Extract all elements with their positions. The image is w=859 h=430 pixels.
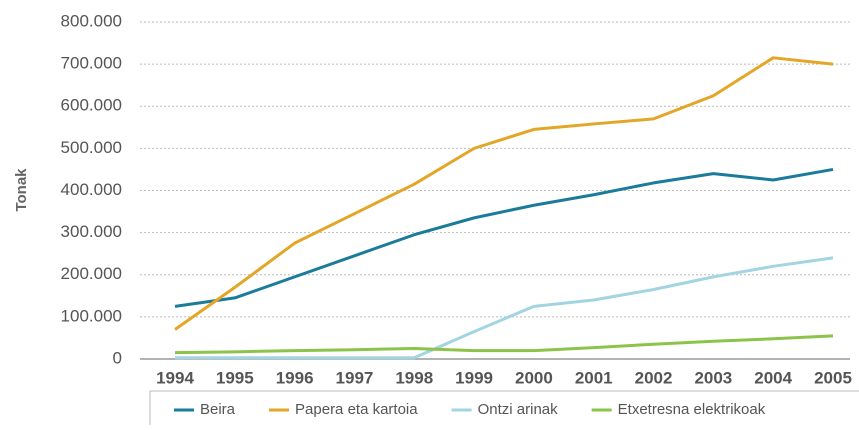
- series-line: [174, 56, 834, 331]
- x-tick-label: 2002: [635, 368, 673, 387]
- x-tick-label: 1999: [455, 368, 493, 387]
- x-tick-label: 1997: [336, 368, 374, 387]
- legend-label: Etxetresna elektrikoak: [618, 401, 766, 418]
- y-tick-label: 700.000: [61, 54, 122, 73]
- y-tick-label: 400.000: [61, 180, 122, 199]
- legend-label: Ontzi arinak: [478, 401, 559, 418]
- y-tick-label: 200.000: [61, 264, 122, 283]
- x-tick-label: 2004: [754, 368, 792, 387]
- series-line: [175, 256, 834, 360]
- x-tick-label: 2003: [694, 368, 732, 387]
- x-tick-label: 2001: [575, 368, 613, 387]
- y-tick-label: 800.000: [61, 11, 122, 30]
- y-tick-label: 600.000: [61, 96, 122, 115]
- series-line: [174, 167, 834, 308]
- legend-label: Beira: [200, 401, 236, 418]
- x-tick-label: 1998: [395, 368, 433, 387]
- series-line: [174, 334, 834, 355]
- y-tick-label: 100.000: [61, 306, 122, 325]
- y-tick-label: 300.000: [61, 222, 122, 241]
- y-axis-label: Tonak: [13, 168, 30, 212]
- y-tick-label: 0: [113, 348, 122, 367]
- legend-label: Papera eta kartoia: [295, 401, 418, 418]
- x-tick-label: 1996: [276, 368, 314, 387]
- y-tick-label: 500.000: [61, 138, 122, 157]
- legend-frame: [149, 390, 859, 425]
- x-tick-label: 2005: [814, 368, 852, 387]
- x-tick-label: 1995: [216, 368, 254, 387]
- x-tick-label: 2000: [515, 368, 553, 387]
- x-tick-label: 1994: [156, 368, 194, 387]
